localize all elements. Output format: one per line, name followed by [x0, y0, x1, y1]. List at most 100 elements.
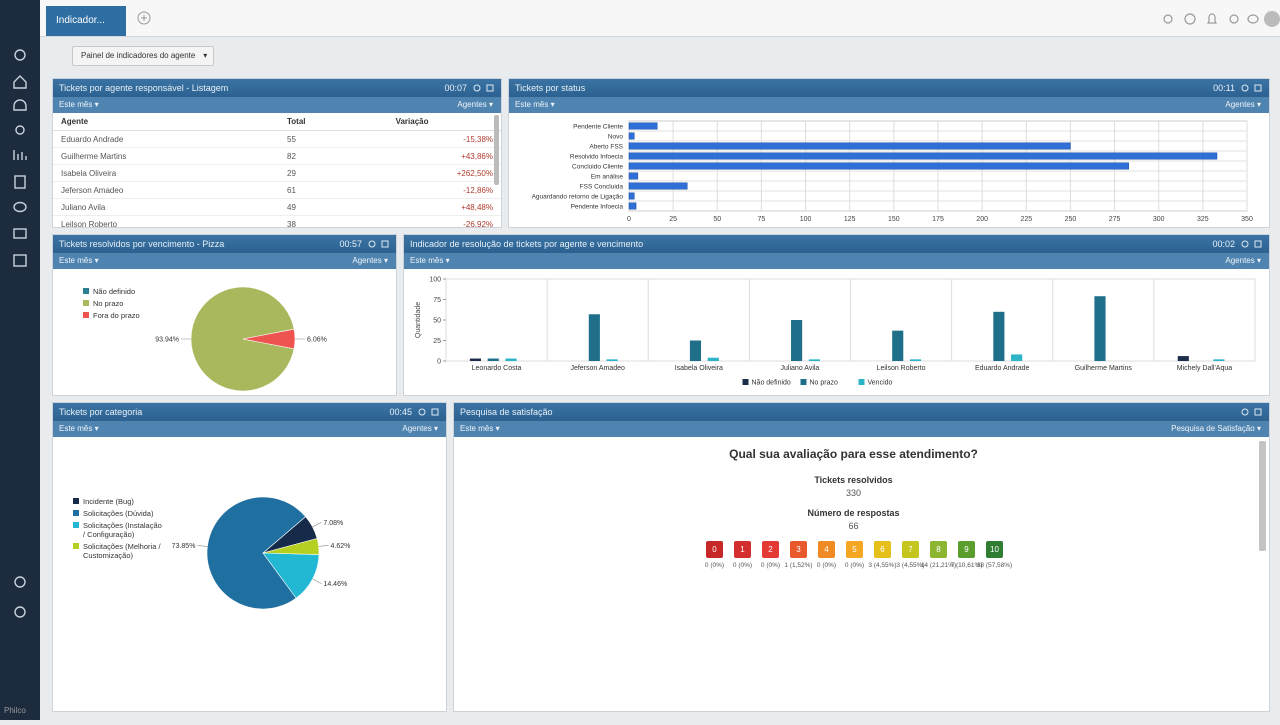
home-icon[interactable]	[14, 76, 26, 88]
panel-filter-bar: Este mês Agentes	[53, 253, 396, 269]
table-header: Total	[279, 113, 336, 131]
period-filter[interactable]: Este mês	[515, 97, 555, 113]
bar	[910, 359, 921, 361]
bar	[607, 359, 618, 361]
brand: Philco	[4, 706, 26, 715]
scope-filter[interactable]: Pesquisa de Satisfação	[1171, 421, 1261, 437]
scope-filter[interactable]: Agentes	[1225, 253, 1261, 269]
history-icon[interactable]	[1185, 14, 1195, 24]
scope-filter[interactable]: Agentes	[402, 421, 438, 437]
panel-title: Indicador de resolução de tickets por ag…	[410, 239, 643, 249]
chat-icon[interactable]	[1248, 15, 1258, 23]
legend-item: Solicitações (Dúvida)	[73, 509, 163, 518]
table-cell: 49	[279, 199, 336, 216]
settings-icon[interactable]	[15, 577, 25, 587]
bar	[1178, 356, 1189, 361]
legend-label: Solicitações (Melhoria / Customização)	[83, 542, 161, 560]
top-icons	[1160, 8, 1280, 30]
bar	[1011, 354, 1022, 361]
document-icon[interactable]	[15, 176, 25, 188]
chat-icon[interactable]	[14, 203, 26, 212]
mail-icon[interactable]	[14, 229, 26, 238]
panel-title: Tickets por agente responsável - Listage…	[59, 83, 228, 93]
users-icon[interactable]	[16, 126, 24, 134]
data-label: 73.85%	[172, 543, 196, 550]
period-filter[interactable]: Este mês	[460, 421, 500, 437]
panel-filter-bar: Este mês Agentes	[509, 97, 1269, 113]
data-label: 7.08%	[323, 520, 343, 527]
panel-actions[interactable]	[418, 408, 440, 416]
logo-icon	[15, 50, 25, 60]
panel-timer: 00:02	[1212, 235, 1235, 253]
table-cell: -15,38%	[336, 131, 501, 148]
panel-actions[interactable]	[1241, 240, 1263, 248]
score-box: 2	[762, 541, 779, 558]
x-tick-label: Juliano Avila	[781, 365, 820, 372]
panel-actions[interactable]	[368, 240, 390, 248]
table-cell: Guilherme Martins	[53, 148, 279, 165]
scope-filter[interactable]: Agentes	[352, 253, 388, 269]
period-filter[interactable]: Este mês	[59, 421, 99, 437]
bar	[470, 359, 481, 361]
label-leader	[313, 579, 322, 584]
extra-icon[interactable]	[1230, 15, 1238, 23]
y-tick-label: Aguardando retorno de Ligação	[532, 194, 624, 201]
period-filter[interactable]: Este mês	[59, 253, 99, 269]
bar	[629, 203, 636, 209]
x-tick-label: 75	[758, 216, 766, 223]
panel-actions[interactable]	[1241, 408, 1263, 416]
label-leader	[319, 545, 329, 546]
label-leader	[313, 522, 322, 527]
score-box: 1	[734, 541, 751, 558]
legend-swatch	[73, 543, 79, 549]
table-cell: Juliano Avila	[53, 199, 279, 216]
notifications-icon[interactable]	[1208, 14, 1216, 23]
panel-title: Tickets por status	[515, 83, 585, 93]
calendar-icon[interactable]	[14, 255, 26, 266]
data-label: 93.94%	[155, 337, 179, 344]
table-cell: 38	[279, 216, 336, 229]
scope-filter[interactable]: Agentes	[457, 97, 493, 113]
bar	[1213, 359, 1224, 361]
add-tab[interactable]	[136, 10, 152, 26]
bar	[629, 183, 687, 189]
panel-title: Pesquisa de satisfação	[460, 407, 553, 417]
panel-body: Qual sua avaliação para esse atendimento…	[454, 437, 1269, 711]
panel-title: Tickets por categoria	[59, 407, 142, 417]
scope-filter[interactable]: Agentes	[1225, 97, 1261, 113]
chart-icon[interactable]	[14, 150, 26, 160]
x-tick-label: 50	[713, 216, 721, 223]
panel: Pesquisa de satisfação Este mês Pesquisa d…	[453, 402, 1270, 712]
score-box: 7	[902, 541, 919, 558]
x-tick-label: Jeferson Amadeo	[570, 365, 625, 372]
bar	[629, 173, 638, 179]
bar	[488, 359, 499, 361]
support-icon[interactable]	[14, 100, 26, 110]
panel-actions[interactable]	[1241, 84, 1263, 92]
score-box: 0	[706, 541, 723, 558]
panel-timer: 00:57	[339, 235, 362, 253]
legend-swatch	[801, 379, 807, 385]
panel-timer: 00:45	[389, 403, 412, 421]
panel-selector[interactable]: Painel de indicadores do agente	[72, 46, 214, 66]
search-icon[interactable]	[1164, 15, 1172, 23]
bar	[629, 193, 634, 199]
sidebar-icons	[0, 0, 40, 720]
avatar[interactable]	[1264, 11, 1280, 27]
bar	[892, 331, 903, 361]
table-cell: Leilson Roberto	[53, 216, 279, 229]
tab[interactable]: Indicador...	[46, 6, 126, 36]
period-filter[interactable]: Este mês	[59, 97, 99, 113]
legend-item: Fora do prazo	[83, 311, 173, 320]
bar	[993, 312, 1004, 361]
scrollbar	[494, 115, 499, 185]
table-cell: 29	[279, 165, 336, 182]
period-filter[interactable]: Este mês	[410, 253, 450, 269]
panel-actions[interactable]	[473, 84, 495, 92]
help-icon[interactable]	[15, 607, 25, 617]
survey-question: Qual sua avaliação para esse atendimento…	[454, 447, 1253, 461]
